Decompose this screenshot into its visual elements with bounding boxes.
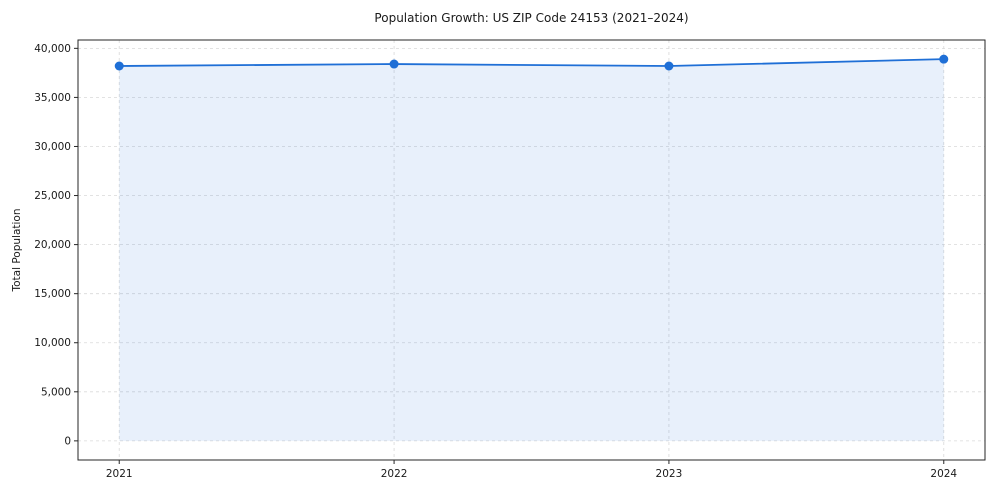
- plot-border: [77, 39, 986, 461]
- y-tick-label: 5,000: [41, 386, 71, 398]
- y-tick-label: 15,000: [34, 288, 71, 300]
- y-tick-label: 0: [64, 435, 71, 447]
- x-tick-label: 2023: [656, 468, 683, 480]
- y-tick-label: 35,000: [34, 92, 71, 104]
- area-fill: [119, 59, 944, 441]
- y-tick-label: 40,000: [34, 43, 71, 55]
- data-point-markers: [114, 54, 949, 71]
- y-tick-label: 30,000: [34, 141, 71, 153]
- y-tick-label: 20,000: [34, 239, 71, 251]
- y-axis: 0 5,000 10,000 15,000 20,000 25,000 30,000 35,0…: [34, 43, 78, 447]
- x-tick-label: 2024: [930, 468, 957, 480]
- x-tick-label: 2021: [106, 468, 133, 480]
- gridlines: [78, 40, 985, 460]
- y-tick-label: 10,000: [34, 337, 71, 349]
- population-line: [118, 58, 945, 67]
- chart-title: Population Growth: US ZIP Code 24153 (20…: [374, 11, 689, 25]
- x-tick-label: 2022: [381, 468, 408, 480]
- x-axis: 2021 2022 2023 2024: [106, 460, 957, 480]
- y-tick-label: 25,000: [34, 190, 71, 202]
